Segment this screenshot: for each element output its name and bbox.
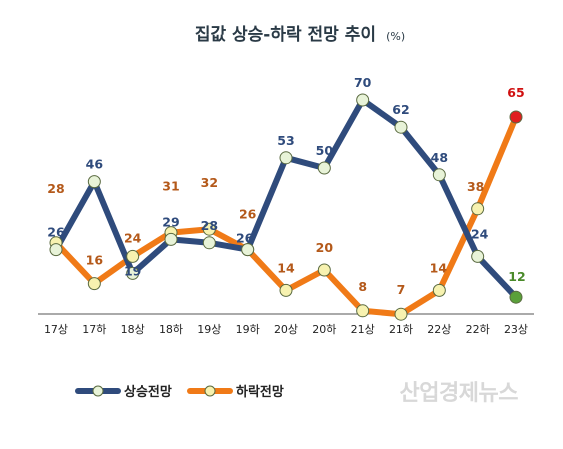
data-label-up: 28: [201, 218, 218, 233]
point-up: [126, 266, 140, 280]
data-label-up: 29: [162, 214, 179, 229]
legend-swatch-marker: [204, 385, 216, 397]
x-tick-label: 23상: [504, 323, 528, 336]
data-label-up: 26: [236, 231, 254, 246]
point-up: [432, 168, 446, 182]
x-tick-label: 22하: [466, 322, 490, 336]
data-label-up: 19: [124, 263, 141, 278]
point-up: [279, 151, 293, 165]
x-tick-label: 21하: [389, 322, 413, 336]
x-tick-label: 20상: [274, 323, 298, 336]
data-label-down: 16: [86, 253, 104, 268]
x-tick-label: 17하: [82, 322, 106, 336]
data-label-down: 28: [47, 181, 64, 196]
x-tick-label: 19하: [236, 322, 260, 336]
point-up: [317, 161, 331, 175]
data-label-up: 46: [86, 157, 104, 172]
x-tick-label: 21상: [351, 323, 375, 336]
data-label-down: 31: [162, 179, 179, 194]
legend-swatch-marker: [92, 385, 104, 397]
data-label-down: 24: [124, 230, 142, 245]
chart-title: 집값 상승-하락 전망 추이 (%): [195, 25, 405, 45]
point-down: [126, 249, 140, 263]
data-label-down: 32: [201, 175, 218, 190]
point-up: [87, 175, 101, 189]
x-tick-label: 22상: [427, 323, 451, 336]
markers-layer: [49, 93, 523, 321]
point-up: [509, 290, 523, 304]
point-down: [471, 202, 485, 216]
labels-layer: 26 46 19 29 28 26 53 50 70 62 48 24 12 28 16 24 31 32 26 14…: [47, 75, 525, 297]
legend-label: 하락전망: [236, 384, 284, 400]
point-down: [432, 283, 446, 297]
point-down: [279, 283, 293, 297]
data-label-up: 62: [392, 102, 409, 117]
point-up: [241, 243, 255, 257]
data-label-up: 53: [277, 133, 294, 148]
data-label-up: 24: [471, 226, 489, 241]
data-label-down: 26: [239, 207, 257, 222]
axis-layer: 17상 17하 18상 18하 19상 19하 20상 20하 21상 21하 22상 22하 23상: [38, 313, 534, 336]
point-down: [202, 222, 216, 236]
data-label-down: 65: [507, 85, 524, 100]
x-tick-label: 20하: [312, 322, 336, 336]
legend: 상승전망 하락전망: [75, 384, 284, 400]
point-down: [356, 304, 370, 318]
data-label-up: 48: [431, 150, 448, 165]
x-tick-label: 17상: [44, 323, 68, 336]
data-label-down: 8: [358, 279, 367, 294]
point-up: [394, 120, 408, 134]
chart-title-unit: (%): [386, 30, 405, 43]
point-up: [202, 236, 216, 250]
data-label-down: 7: [397, 282, 406, 297]
data-label-down: 14: [277, 260, 295, 275]
x-tick-label: 19상: [197, 323, 221, 336]
point-down: [509, 110, 523, 124]
point-up: [164, 232, 178, 246]
x-tick-label: 18하: [159, 322, 183, 336]
data-label-down: 20: [316, 240, 334, 255]
point-down: [394, 307, 408, 321]
point-up: [49, 243, 63, 257]
x-tick-label: 18상: [121, 323, 145, 336]
data-label-up: 12: [508, 269, 525, 284]
legend-label: 상승전망: [124, 384, 172, 400]
chart-title-main: 집값 상승-하락 전망 추이: [195, 25, 376, 45]
data-label-down: 38: [467, 179, 484, 194]
data-label-up: 26: [47, 225, 65, 240]
data-label-down: 14: [430, 260, 448, 275]
data-label-up: 50: [316, 143, 334, 158]
point-up: [471, 249, 485, 263]
data-label-up: 70: [354, 75, 372, 90]
point-down: [87, 277, 101, 291]
point-up: [356, 93, 370, 107]
watermark: 산업경제뉴스: [400, 381, 519, 406]
point-down: [317, 263, 331, 277]
